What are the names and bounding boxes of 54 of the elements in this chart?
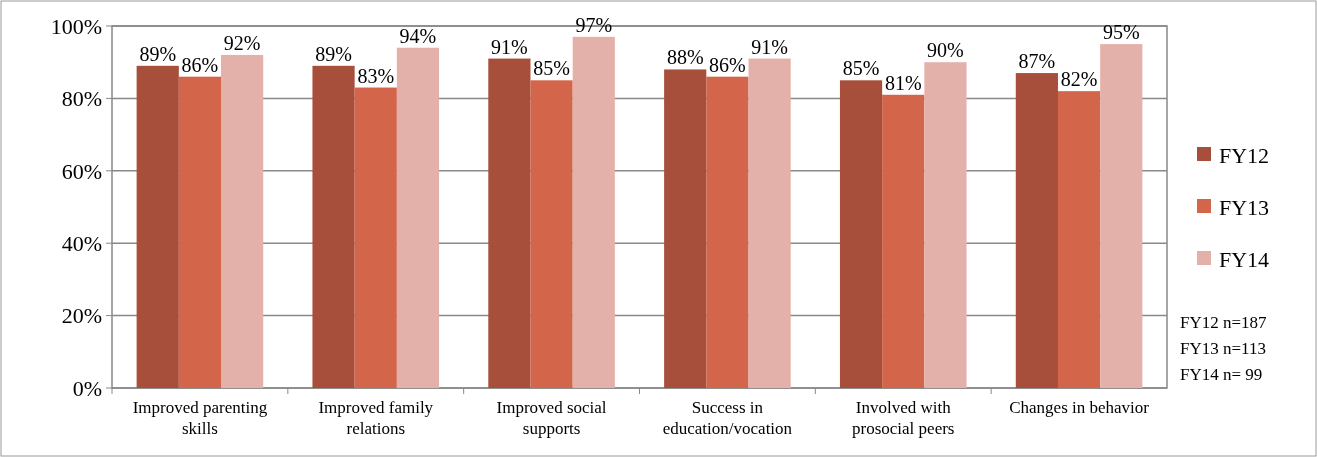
bar — [488, 58, 531, 388]
y-tick-label: 60% — [61, 158, 102, 184]
data-label: 86% — [709, 53, 746, 76]
data-label: 92% — [223, 31, 261, 54]
legend-label: FY12 — [1219, 142, 1270, 168]
data-label: 94% — [399, 24, 437, 47]
data-label: 91% — [491, 35, 528, 58]
bar — [354, 87, 397, 388]
bar — [706, 76, 749, 388]
y-tick-label: 20% — [61, 303, 102, 329]
bar — [748, 58, 791, 388]
data-label: 85% — [842, 57, 880, 80]
data-label: 87% — [1018, 50, 1056, 73]
data-label: 97% — [575, 13, 613, 36]
bar — [572, 36, 615, 388]
bar — [178, 76, 222, 388]
x-tick-label: Improved parenting skills — [132, 398, 268, 438]
bar — [924, 62, 967, 388]
data-label: 81% — [884, 71, 922, 94]
y-tick-label: 0% — [72, 375, 102, 401]
x-tick-label: Changes in behavior — [1009, 398, 1150, 417]
x-tick-label: Success in education/vocation — [662, 398, 793, 438]
x-tick-label: Improved family relations — [318, 398, 434, 438]
bar — [882, 94, 925, 388]
data-label: 82% — [1060, 68, 1098, 91]
bar — [396, 47, 440, 388]
y-tick-label: 80% — [61, 86, 102, 112]
data-label: 90% — [927, 39, 964, 62]
bar — [136, 65, 179, 388]
bar — [312, 65, 355, 388]
data-label: 85% — [533, 57, 570, 80]
bar — [1015, 73, 1058, 388]
data-label: 88% — [666, 46, 704, 69]
data-label: 89% — [139, 42, 177, 65]
y-tick-label: 40% — [61, 230, 102, 256]
bar — [839, 80, 883, 388]
legend-label: FY14 — [1219, 246, 1270, 272]
text: FY13 n=113 — [1180, 338, 1266, 358]
legend-label: FY13 — [1219, 194, 1270, 220]
x-tick-label: Involved with prosocial peers — [852, 398, 955, 438]
data-label: 86% — [181, 53, 219, 76]
bar — [664, 69, 707, 388]
text: FY12 n=187 — [1180, 312, 1268, 332]
bar — [1100, 44, 1143, 388]
data-label: 83% — [357, 64, 395, 87]
bar — [530, 80, 573, 388]
data-label: 89% — [315, 42, 352, 65]
text: FY14 n= 99 — [1180, 364, 1263, 384]
data-label: 95% — [1102, 21, 1140, 44]
bar — [1057, 91, 1101, 388]
x-tick-label: Improved social supports — [496, 398, 607, 438]
y-tick-label: 100% — [50, 13, 102, 39]
bar — [221, 54, 264, 388]
data-label: 91% — [751, 35, 788, 58]
